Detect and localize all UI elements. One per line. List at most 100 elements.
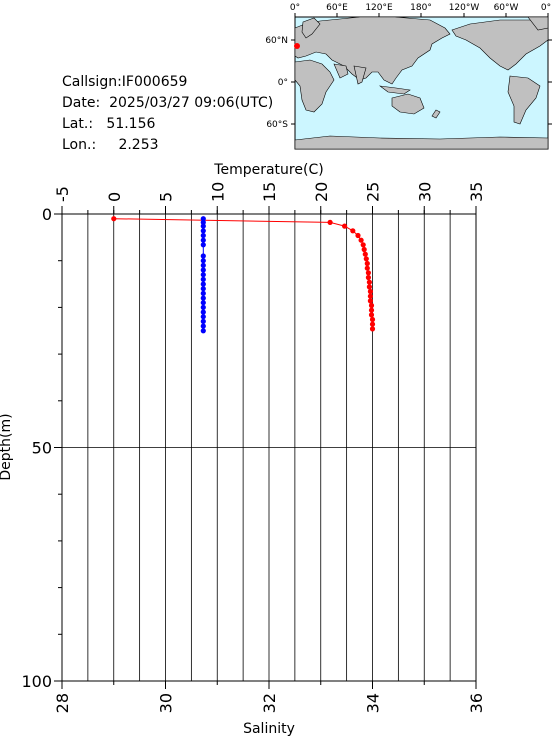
top-tick-label: 30 — [415, 182, 434, 202]
bottom-tick-label: 36 — [467, 693, 486, 713]
top-tick-label: -5 — [53, 186, 72, 202]
bottom-axis-title: Salinity — [243, 721, 295, 736]
series-point-1 — [200, 314, 206, 320]
map-label-120w: 120°W — [449, 3, 480, 13]
land-antarctica — [294, 135, 549, 150]
series-point-0 — [361, 246, 367, 253]
left-tick-label: 100 — [21, 672, 52, 691]
series-point-1 — [200, 286, 206, 292]
series-point-0 — [369, 326, 376, 332]
land-indonesia — [378, 85, 411, 95]
callsign-value: IF000659 — [121, 74, 188, 90]
top-tick-label: 5 — [157, 192, 176, 202]
lat-label: Lat.: — [62, 116, 94, 132]
series-point-1 — [200, 262, 206, 268]
date-row: Date: 2025/03/27 09:06(UTC) — [62, 93, 273, 114]
map-left-labels: 60°N 0° 60°S — [265, 36, 288, 130]
map-label-180: 180° — [410, 3, 432, 13]
land-arabia — [333, 63, 349, 79]
map-top-labels: 0° 60°E 120°E 180° 120°W 60°W 0° — [290, 3, 551, 13]
top-tick-label: 10 — [208, 182, 227, 202]
map-label-0-right: 0° — [541, 3, 551, 13]
world-map: 0° 60°E 120°E 180° 120°W 60°W 0° 60°N 0°… — [265, 3, 552, 150]
series-point-0 — [366, 284, 372, 290]
callsign-label: Callsign: — [62, 74, 122, 90]
series-point-0 — [365, 270, 371, 276]
series-point-1 — [200, 219, 206, 225]
top-tick-label: 0 — [105, 192, 124, 202]
series-point-0 — [111, 216, 117, 222]
land-south-america — [507, 75, 541, 125]
land-scandinavia — [301, 17, 321, 39]
series-point-0 — [327, 219, 333, 225]
map-label-60w: 60°W — [494, 3, 519, 13]
top-axis-title: Temperature(C) — [213, 162, 323, 178]
series-point-0 — [350, 228, 356, 234]
bottom-tick-label: 32 — [260, 693, 279, 713]
series-point-0 — [364, 260, 370, 267]
series-point-1 — [200, 216, 206, 222]
map-label-equator: 0° — [278, 78, 288, 88]
map-label-60e: 60°E — [326, 3, 348, 13]
series-point-1 — [200, 295, 206, 301]
top-tick-label: 20 — [312, 182, 331, 202]
series-point-0 — [363, 256, 369, 262]
series-point-1 — [200, 267, 206, 273]
land-greenland — [527, 16, 549, 31]
series-point-0 — [368, 312, 375, 318]
grid-lines — [62, 214, 476, 681]
series-point-1 — [200, 272, 206, 278]
series-point-0 — [369, 321, 376, 327]
series-point-0 — [368, 307, 375, 313]
lon-label: Lon.: — [62, 137, 97, 153]
series-point-1 — [200, 232, 206, 239]
series-point-0 — [342, 223, 348, 229]
land-australia — [391, 93, 425, 115]
date-label: Date: — [62, 95, 101, 111]
series-point-1 — [200, 323, 206, 329]
lon-row: Lon.: 2.253 — [62, 135, 273, 156]
top-tick-label: 15 — [260, 182, 279, 202]
series-point-1 — [200, 276, 206, 282]
lat-value: 51.156 — [106, 116, 156, 132]
series-point-1 — [200, 318, 206, 324]
series-point-0 — [368, 302, 375, 309]
data-series — [111, 216, 376, 334]
series-point-1 — [200, 304, 206, 310]
land-north-america — [451, 19, 549, 71]
series-point-1 — [200, 258, 206, 264]
series-point-0 — [355, 232, 361, 239]
top-tick-label: 25 — [364, 182, 383, 202]
map-label-120e: 120°E — [365, 3, 393, 13]
series-point-0 — [367, 288, 373, 295]
series-point-0 — [369, 316, 376, 323]
map-land — [294, 16, 549, 150]
series-point-1 — [200, 281, 206, 287]
series-point-1 — [200, 228, 206, 234]
bottom-tick-label: 34 — [364, 693, 383, 713]
series-point-1 — [200, 300, 206, 306]
y-axis-title: Depth(m) — [0, 413, 14, 480]
series-point-1 — [200, 328, 206, 334]
series-point-0 — [367, 293, 373, 299]
map-label-60n: 60°N — [265, 36, 288, 46]
land-eurasia — [294, 16, 451, 85]
land-africa — [294, 59, 335, 113]
series-point-1 — [200, 253, 206, 259]
series-point-0 — [365, 274, 371, 281]
series-point-1 — [200, 242, 206, 248]
bottom-tick-label: 28 — [53, 693, 72, 713]
bottom-tick-label: 30 — [157, 693, 176, 713]
lon-value: 2.253 — [118, 137, 159, 153]
land-new-zealand — [431, 109, 441, 119]
station-marker — [294, 43, 300, 49]
station-info: Callsign:IF000659 Date: 2025/03/27 09:06… — [62, 72, 273, 156]
land-india — [353, 65, 367, 85]
date-value: 2025/03/27 09:06(UTC) — [109, 95, 274, 111]
axis-ticks — [54, 206, 477, 689]
series-point-1 — [200, 237, 206, 243]
top-tick-label: 35 — [467, 182, 486, 202]
